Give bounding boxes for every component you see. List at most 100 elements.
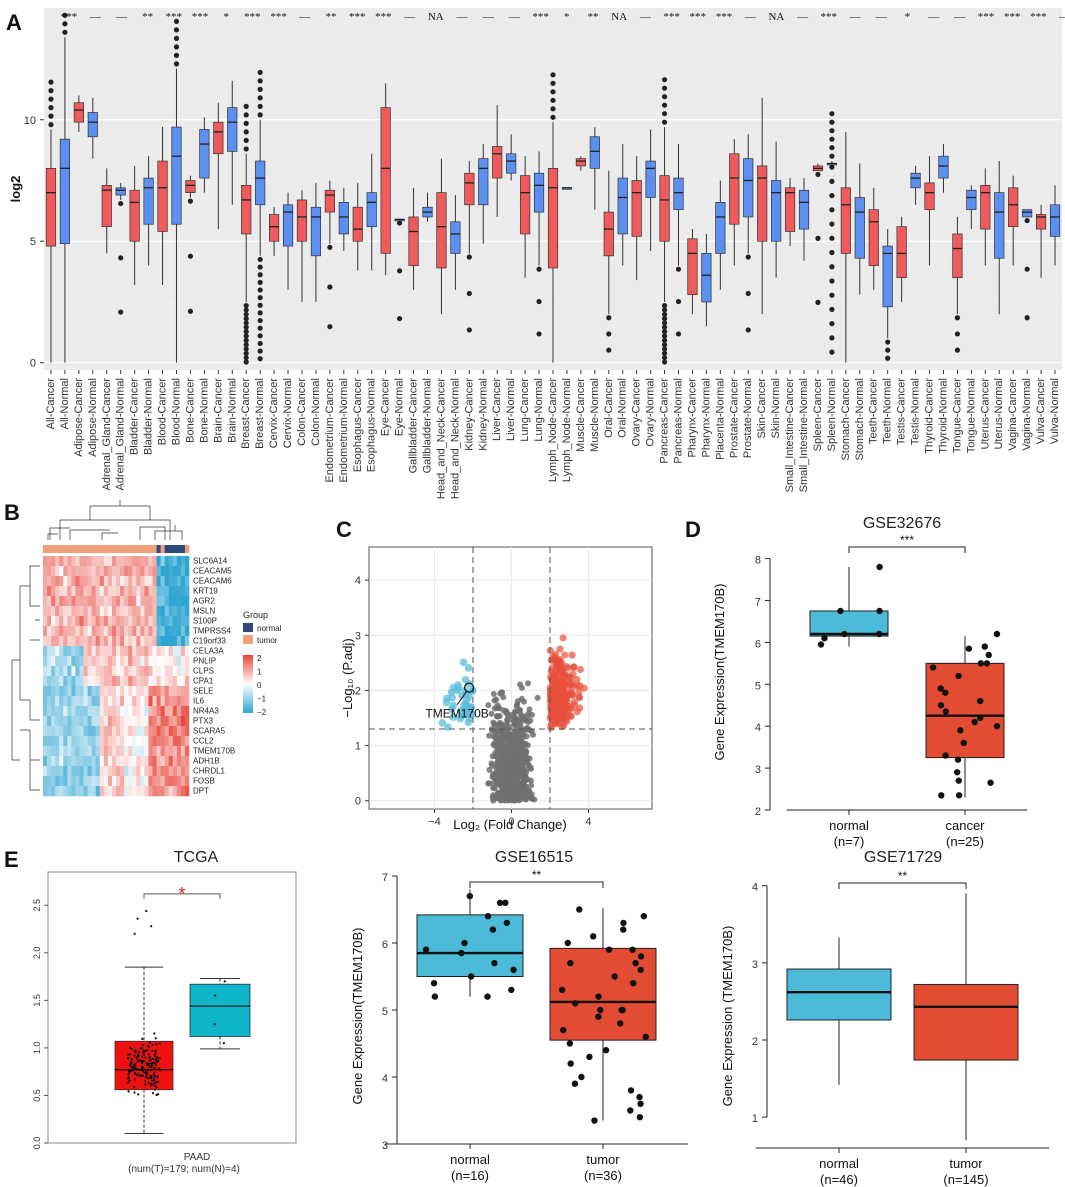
heatmap-cell (168, 586, 174, 597)
heatmap-cell (144, 626, 149, 637)
heatmap-cell (103, 696, 109, 707)
heatmap-cell (124, 606, 129, 617)
heatmap-cell (160, 706, 165, 717)
heatmap-cell (63, 576, 68, 587)
annotation-tumor (136, 545, 141, 553)
x-tick-label: Lung-Normal (533, 378, 545, 442)
point-up (564, 679, 572, 688)
heatmap-cell (43, 666, 48, 677)
heatmap-cell (79, 556, 84, 567)
heatmap-cell (140, 566, 145, 577)
heatmap-cell (103, 756, 109, 767)
point-ns (507, 762, 514, 769)
heatmap-cell (116, 786, 121, 797)
heatmap-cell (176, 706, 182, 717)
panel-b-gene-labels: SLC6A14CEACAM5CEACAM6KRT19AGR2MSLNS100PT… (193, 557, 235, 796)
heatmap-cell (180, 616, 186, 627)
data-point (637, 1100, 644, 1108)
heatmap-cell (59, 676, 64, 687)
data-point (153, 1053, 156, 1057)
x-tick-count: (n=145) (943, 1172, 988, 1187)
heatmap-cell (128, 616, 133, 627)
heatmap-cell (132, 596, 137, 607)
heatmap-cell (99, 576, 105, 587)
data-point (127, 1090, 130, 1093)
annotation-tumor (111, 545, 117, 553)
box-normal (809, 610, 889, 637)
dendrogram-branch (11, 565, 40, 791)
data-point (154, 1064, 158, 1067)
heatmap-cell (99, 676, 105, 687)
data-point (158, 1057, 161, 1060)
heatmap-cell (180, 706, 186, 717)
box-tongue-normal (966, 189, 977, 211)
point-up (556, 709, 564, 718)
legend-tumor-swatch (243, 635, 253, 644)
data-point (134, 1062, 137, 1065)
heatmap-cell (107, 756, 113, 767)
point-ns (498, 765, 505, 772)
x-tick-label: Vulva-Cancer (1035, 378, 1047, 445)
outlier-point (243, 303, 249, 309)
point-down (455, 684, 463, 693)
heatmap-cell (148, 776, 153, 787)
heatmap-cell (95, 716, 101, 727)
data-point (156, 1056, 159, 1059)
annotation-tumor (103, 545, 109, 553)
significance-bracket (469, 881, 604, 888)
annotation-tumor (59, 545, 64, 553)
data-point (147, 1053, 150, 1056)
heatmap-cell (152, 616, 157, 627)
heatmap-cell (120, 736, 125, 747)
point-ns (499, 751, 506, 758)
heatmap-cell (164, 686, 170, 697)
outlier-point (257, 95, 263, 101)
point-up (568, 651, 576, 659)
heatmap-cell (172, 716, 178, 727)
outlier-point (48, 96, 54, 102)
heatmap-cell (144, 716, 149, 727)
outlier-point (550, 89, 556, 95)
point-ns (520, 715, 527, 722)
gene-label: TMEM170B (193, 747, 235, 756)
data-point (510, 966, 517, 973)
heatmap-cell (111, 676, 117, 687)
heatmap-cell (172, 726, 178, 737)
heatmap-cell (91, 676, 97, 687)
heatmap-cell (164, 766, 170, 777)
heatmap-cell (91, 566, 97, 577)
heatmap-cell (67, 686, 72, 697)
heatmap-cell (71, 596, 76, 607)
heatmap-cell (168, 776, 174, 787)
heatmap-cell (71, 776, 76, 787)
heatmap-cell (95, 576, 101, 587)
outlier-point (466, 290, 472, 297)
x-tick-label: Small_Intestine-Cancer (784, 378, 796, 493)
heatmap-cell (59, 626, 64, 637)
heatmap-cell (111, 696, 117, 707)
box-bone-cancer (185, 180, 196, 193)
x-tick-label: Adrenal_Gland-Cancer (101, 378, 113, 491)
data-point (223, 980, 226, 983)
x-tick-label: normal (819, 1156, 859, 1171)
heatmap-cell (144, 676, 149, 687)
x-tick-label: Thyroid-Cancer (924, 378, 936, 454)
outlier-point (243, 146, 249, 152)
heatmap-cell (156, 726, 161, 737)
heatmap-cell (95, 686, 101, 697)
outlier-point (829, 119, 835, 125)
heatmap-cell (172, 656, 178, 667)
data-point (954, 756, 962, 763)
point-ns (518, 795, 525, 802)
heatmap-cell (128, 776, 133, 787)
heatmap-cell (51, 666, 56, 677)
significance-mark: — (456, 11, 469, 23)
data-point (955, 777, 962, 784)
outlier-point (829, 178, 835, 184)
heatmap-cell (75, 736, 80, 747)
heatmap-cell (136, 756, 141, 767)
heatmap-cell (180, 736, 186, 747)
heatmap-cell (83, 696, 88, 707)
heatmap-cell (168, 786, 174, 797)
significance-mark: — (953, 11, 966, 23)
